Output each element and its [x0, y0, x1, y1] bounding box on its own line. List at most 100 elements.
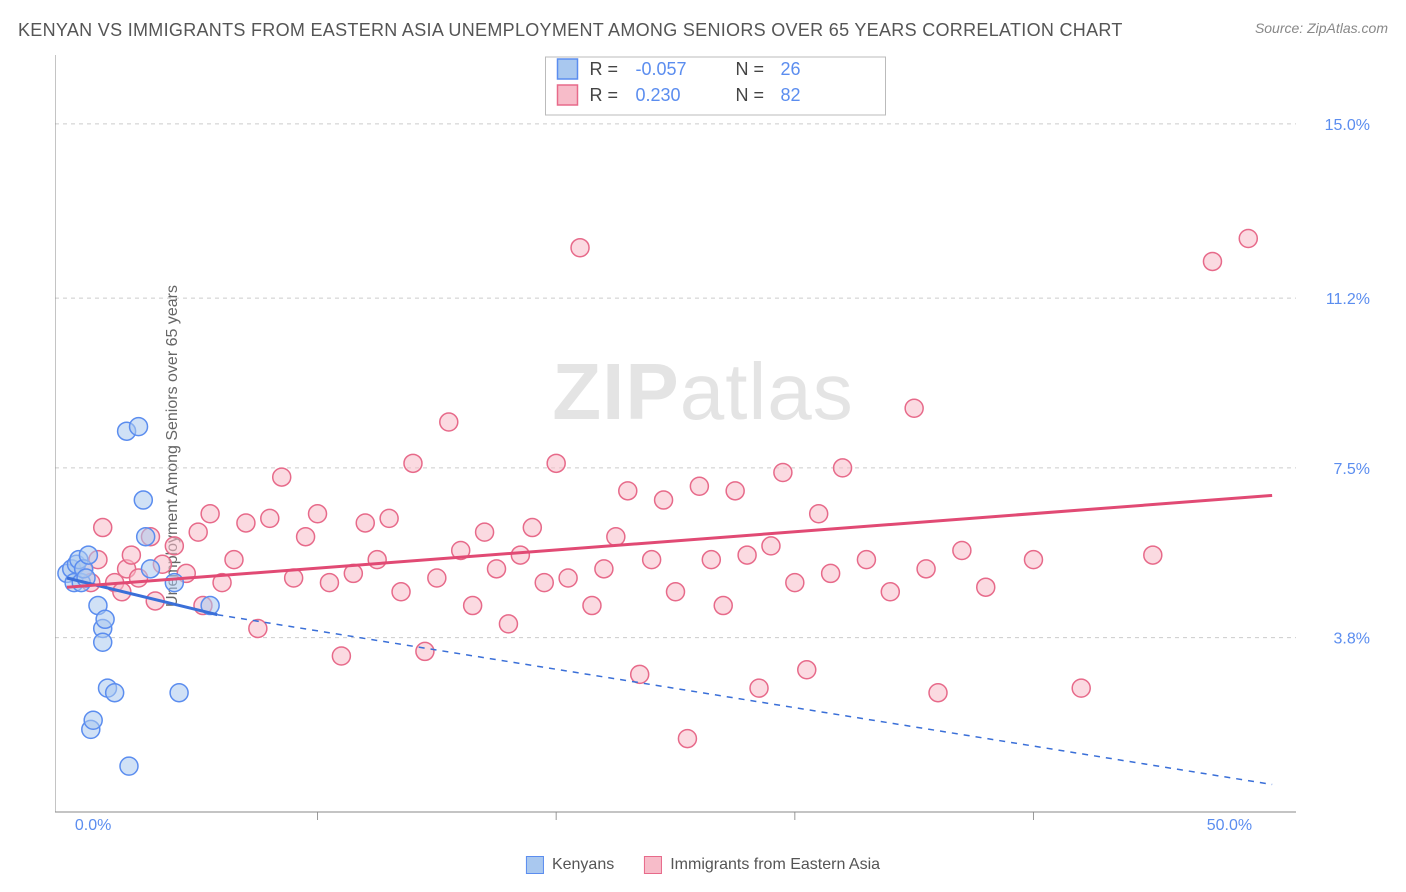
trend-line	[67, 495, 1272, 587]
data-point	[94, 633, 112, 651]
y-tick-label: 15.0%	[1325, 117, 1370, 134]
data-point	[619, 482, 637, 500]
legend-item: Kenyans	[526, 856, 614, 874]
y-tick-label: 3.8%	[1334, 631, 1370, 648]
data-point	[738, 546, 756, 564]
data-point	[320, 574, 338, 592]
data-point	[583, 597, 601, 615]
data-point	[726, 482, 744, 500]
data-point	[261, 509, 279, 527]
data-point	[881, 583, 899, 601]
data-point	[655, 491, 673, 509]
data-point	[106, 684, 124, 702]
data-point	[977, 578, 995, 596]
data-point	[678, 730, 696, 748]
legend-r-label: R =	[590, 85, 619, 105]
data-point	[750, 679, 768, 697]
data-point	[595, 560, 613, 578]
data-point	[189, 523, 207, 541]
data-point	[201, 505, 219, 523]
data-point	[667, 583, 685, 601]
legend-item: Immigrants from Eastern Asia	[644, 856, 880, 874]
data-point	[368, 551, 386, 569]
data-point	[571, 239, 589, 257]
data-point	[702, 551, 720, 569]
data-point	[774, 463, 792, 481]
data-point	[225, 551, 243, 569]
data-point	[511, 546, 529, 564]
data-point	[141, 560, 159, 578]
chart-title: KENYAN VS IMMIGRANTS FROM EASTERN ASIA U…	[18, 20, 1123, 41]
data-point	[1024, 551, 1042, 569]
data-point	[122, 546, 140, 564]
data-point	[249, 619, 267, 637]
data-point	[404, 454, 422, 472]
data-point	[94, 519, 112, 537]
data-point	[130, 418, 148, 436]
legend-swatch	[526, 856, 544, 874]
data-point	[1144, 546, 1162, 564]
legend-r-label: R =	[590, 59, 619, 79]
legend-n-label: N =	[736, 85, 765, 105]
data-point	[476, 523, 494, 541]
data-point	[559, 569, 577, 587]
data-point	[1203, 252, 1221, 270]
data-point	[810, 505, 828, 523]
scatter-plot: 15.0% 11.2% 7.5% 3.8% 0.0% 50.0% R = -0.057 N = 2…	[55, 55, 1376, 832]
legend-swatch	[558, 59, 578, 79]
data-point	[380, 509, 398, 527]
data-point	[714, 597, 732, 615]
trend-line-dashed	[217, 615, 1272, 785]
legend-label: Kenyans	[552, 856, 614, 874]
data-point	[273, 468, 291, 486]
x-tick-label: 50.0%	[1207, 817, 1252, 832]
data-point	[762, 537, 780, 555]
legend-swatch	[644, 856, 662, 874]
data-point	[607, 528, 625, 546]
data-point	[786, 574, 804, 592]
data-point	[134, 491, 152, 509]
data-point	[917, 560, 935, 578]
legend-r-value: 0.230	[636, 85, 681, 105]
data-point	[428, 569, 446, 587]
data-point	[120, 757, 138, 775]
y-tick-label: 11.2%	[1326, 291, 1370, 308]
legend-n-value: 26	[781, 59, 801, 79]
data-point	[523, 519, 541, 537]
data-point	[857, 551, 875, 569]
data-point	[499, 615, 517, 633]
x-tick-label: 0.0%	[75, 817, 111, 832]
legend-swatch	[558, 85, 578, 105]
data-point	[440, 413, 458, 431]
chart-area: 15.0% 11.2% 7.5% 3.8% 0.0% 50.0% R = -0.057 N = 2…	[55, 55, 1376, 832]
legend-label: Immigrants from Eastern Asia	[670, 856, 880, 874]
data-point	[165, 574, 183, 592]
data-point	[631, 665, 649, 683]
data-point	[332, 647, 350, 665]
y-tick-label: 7.5%	[1334, 461, 1370, 478]
data-point	[929, 684, 947, 702]
legend-n-value: 82	[781, 85, 801, 105]
header: KENYAN VS IMMIGRANTS FROM EASTERN ASIA U…	[18, 20, 1388, 41]
data-point	[79, 546, 97, 564]
data-point	[834, 459, 852, 477]
data-point	[798, 661, 816, 679]
data-point	[137, 528, 155, 546]
data-point	[464, 597, 482, 615]
data-point	[356, 514, 374, 532]
data-point	[84, 711, 102, 729]
data-point	[488, 560, 506, 578]
legend-n-label: N =	[736, 59, 765, 79]
data-point	[1239, 230, 1257, 248]
data-point	[953, 541, 971, 559]
data-point	[297, 528, 315, 546]
data-point	[690, 477, 708, 495]
data-point	[416, 642, 434, 660]
data-point	[535, 574, 553, 592]
data-point	[96, 610, 114, 628]
legend-r-value: -0.057	[636, 59, 687, 79]
data-point	[309, 505, 327, 523]
data-point	[392, 583, 410, 601]
data-point	[170, 684, 188, 702]
bottom-legend: Kenyans Immigrants from Eastern Asia	[526, 856, 880, 874]
